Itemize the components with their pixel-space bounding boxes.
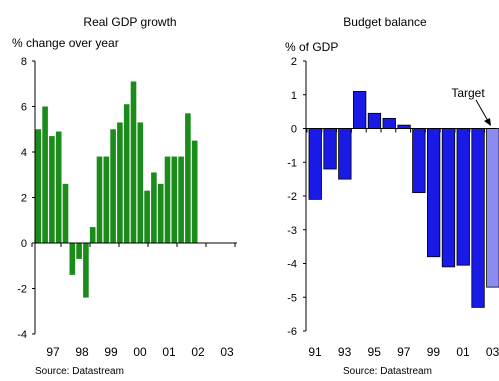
gdp-bar [69,243,76,275]
gdp-x-tick-label: 02 [191,345,205,359]
gdp-bar [137,122,144,243]
budget-chart-title: Budget balance [343,15,427,29]
gdp-x-tick-label: 01 [162,345,176,359]
gdp-bar [96,156,103,243]
left-source-note: Source: Datastream [35,366,124,377]
budget-bar [412,128,426,194]
gdp-x-tick-label: 00 [133,345,147,359]
gdp-bar [55,131,62,243]
gdp-bar [191,140,198,243]
gdp-bar [123,104,130,243]
gdp-y-tick-label: 2 [21,193,27,205]
budget-bar [338,128,352,180]
budget-y-tick-label: -4 [287,259,297,271]
gdp-x-tick-label: 03 [220,345,234,359]
gdp-bar [76,243,82,259]
gdp-x-tick-label: 98 [75,345,89,359]
budget-x-tick-label: 95 [368,345,382,359]
budget-y-tick-label: 0 [291,124,297,136]
budget-bar [397,124,411,129]
budget-x-tick-label: 93 [338,345,352,359]
budget-x-tick-label: 01 [456,345,470,359]
budget-bar [367,112,382,129]
target-arrow-line [475,99,489,122]
budget-x-tick-label: 03 [486,345,499,359]
budget-y-tick-label: -2 [287,191,297,203]
gdp-y-tick-label: -2 [17,284,27,296]
budget-bar [426,128,441,258]
budget-y-tick-label: -5 [287,292,297,304]
gdp-bar [171,156,178,243]
budget-x-tick-label: 99 [427,345,441,359]
gdp-x-tick-label: 97 [46,345,60,359]
gdp-x-tick-label: 99 [104,345,118,359]
gdp-bar [178,156,184,243]
gdp-y-tick-label: -4 [17,329,27,341]
budget-y-tick-label: -3 [287,225,297,237]
budget-y-tick-label: 2 [291,56,297,68]
budget-y-tick-label: -6 [287,326,297,338]
gdp-bar [164,156,171,243]
gdp-chart-title: Real GDP growth [83,15,176,29]
gdp-y-tick-label: 4 [21,147,27,159]
gdp-bar [130,81,137,243]
budget-x-tick-label: 97 [397,345,411,359]
gdp-bar [42,106,48,243]
target-arrow-head [484,118,491,126]
budget-x-tick-label: 91 [308,345,322,359]
budget-bar [382,117,396,129]
gdp-y-tick-label: 0 [21,238,27,250]
gdp-y-axis-label: % change over year [12,36,119,50]
budget-y-tick-label: 1 [291,90,297,102]
gdp-bar [83,243,89,298]
gdp-bar [144,190,150,243]
right-source-note: Source: Datastream [343,366,432,377]
gdp-bar [103,156,110,243]
gdp-bar [62,183,69,243]
budget-bar [456,128,470,266]
gdp-bar [185,113,191,243]
budget-bar [308,128,322,200]
budget-y-tick-label: -1 [287,157,297,169]
gdp-bar [49,136,55,243]
gdp-bar [89,227,96,243]
gdp-bar [35,129,42,243]
gdp-y-tick-label: 6 [21,102,27,114]
budget-bar [441,128,456,268]
gdp-y-tick-label: 8 [21,56,27,68]
gdp-bar [157,183,164,243]
budget-bar [471,128,485,308]
budget-bar [352,90,367,129]
gdp-bar [110,129,116,243]
gdp-bar [151,172,157,243]
gdp-bar [117,122,123,243]
budget-bar [323,128,337,170]
target-annotation: Target [451,86,485,100]
budget-y-axis-label: % of GDP [285,40,338,54]
budget-target-bar [486,128,499,288]
